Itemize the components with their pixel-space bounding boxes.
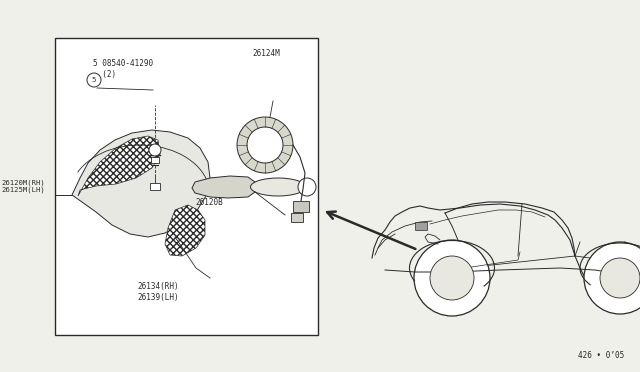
Circle shape bbox=[237, 117, 293, 173]
Bar bbox=[55, 38, 318, 335]
Text: 26120M(RH)
26125M(LH): 26120M(RH) 26125M(LH) bbox=[1, 179, 45, 193]
FancyArrowPatch shape bbox=[327, 212, 415, 249]
Bar bbox=[291, 213, 303, 222]
Polygon shape bbox=[78, 136, 160, 196]
Circle shape bbox=[149, 144, 161, 156]
Text: 26124M: 26124M bbox=[253, 49, 280, 58]
Bar bbox=[151, 157, 159, 163]
Circle shape bbox=[414, 240, 490, 316]
Circle shape bbox=[600, 258, 640, 298]
Bar bbox=[293, 201, 309, 212]
Ellipse shape bbox=[298, 178, 316, 196]
Bar bbox=[415, 222, 427, 230]
Circle shape bbox=[247, 127, 283, 163]
Text: 426 • 0’05: 426 • 0’05 bbox=[578, 351, 624, 360]
Bar bbox=[150, 183, 160, 190]
Circle shape bbox=[87, 73, 101, 87]
Text: 26134(RH)
26139(LH): 26134(RH) 26139(LH) bbox=[138, 282, 179, 302]
Polygon shape bbox=[72, 130, 210, 237]
Text: 5 08540-41290
  (2): 5 08540-41290 (2) bbox=[93, 59, 153, 78]
Polygon shape bbox=[192, 176, 255, 198]
Text: 26120B: 26120B bbox=[195, 198, 223, 207]
Polygon shape bbox=[165, 205, 205, 256]
Circle shape bbox=[584, 242, 640, 314]
Circle shape bbox=[430, 256, 474, 300]
Ellipse shape bbox=[250, 178, 305, 196]
Text: 5: 5 bbox=[92, 77, 96, 83]
